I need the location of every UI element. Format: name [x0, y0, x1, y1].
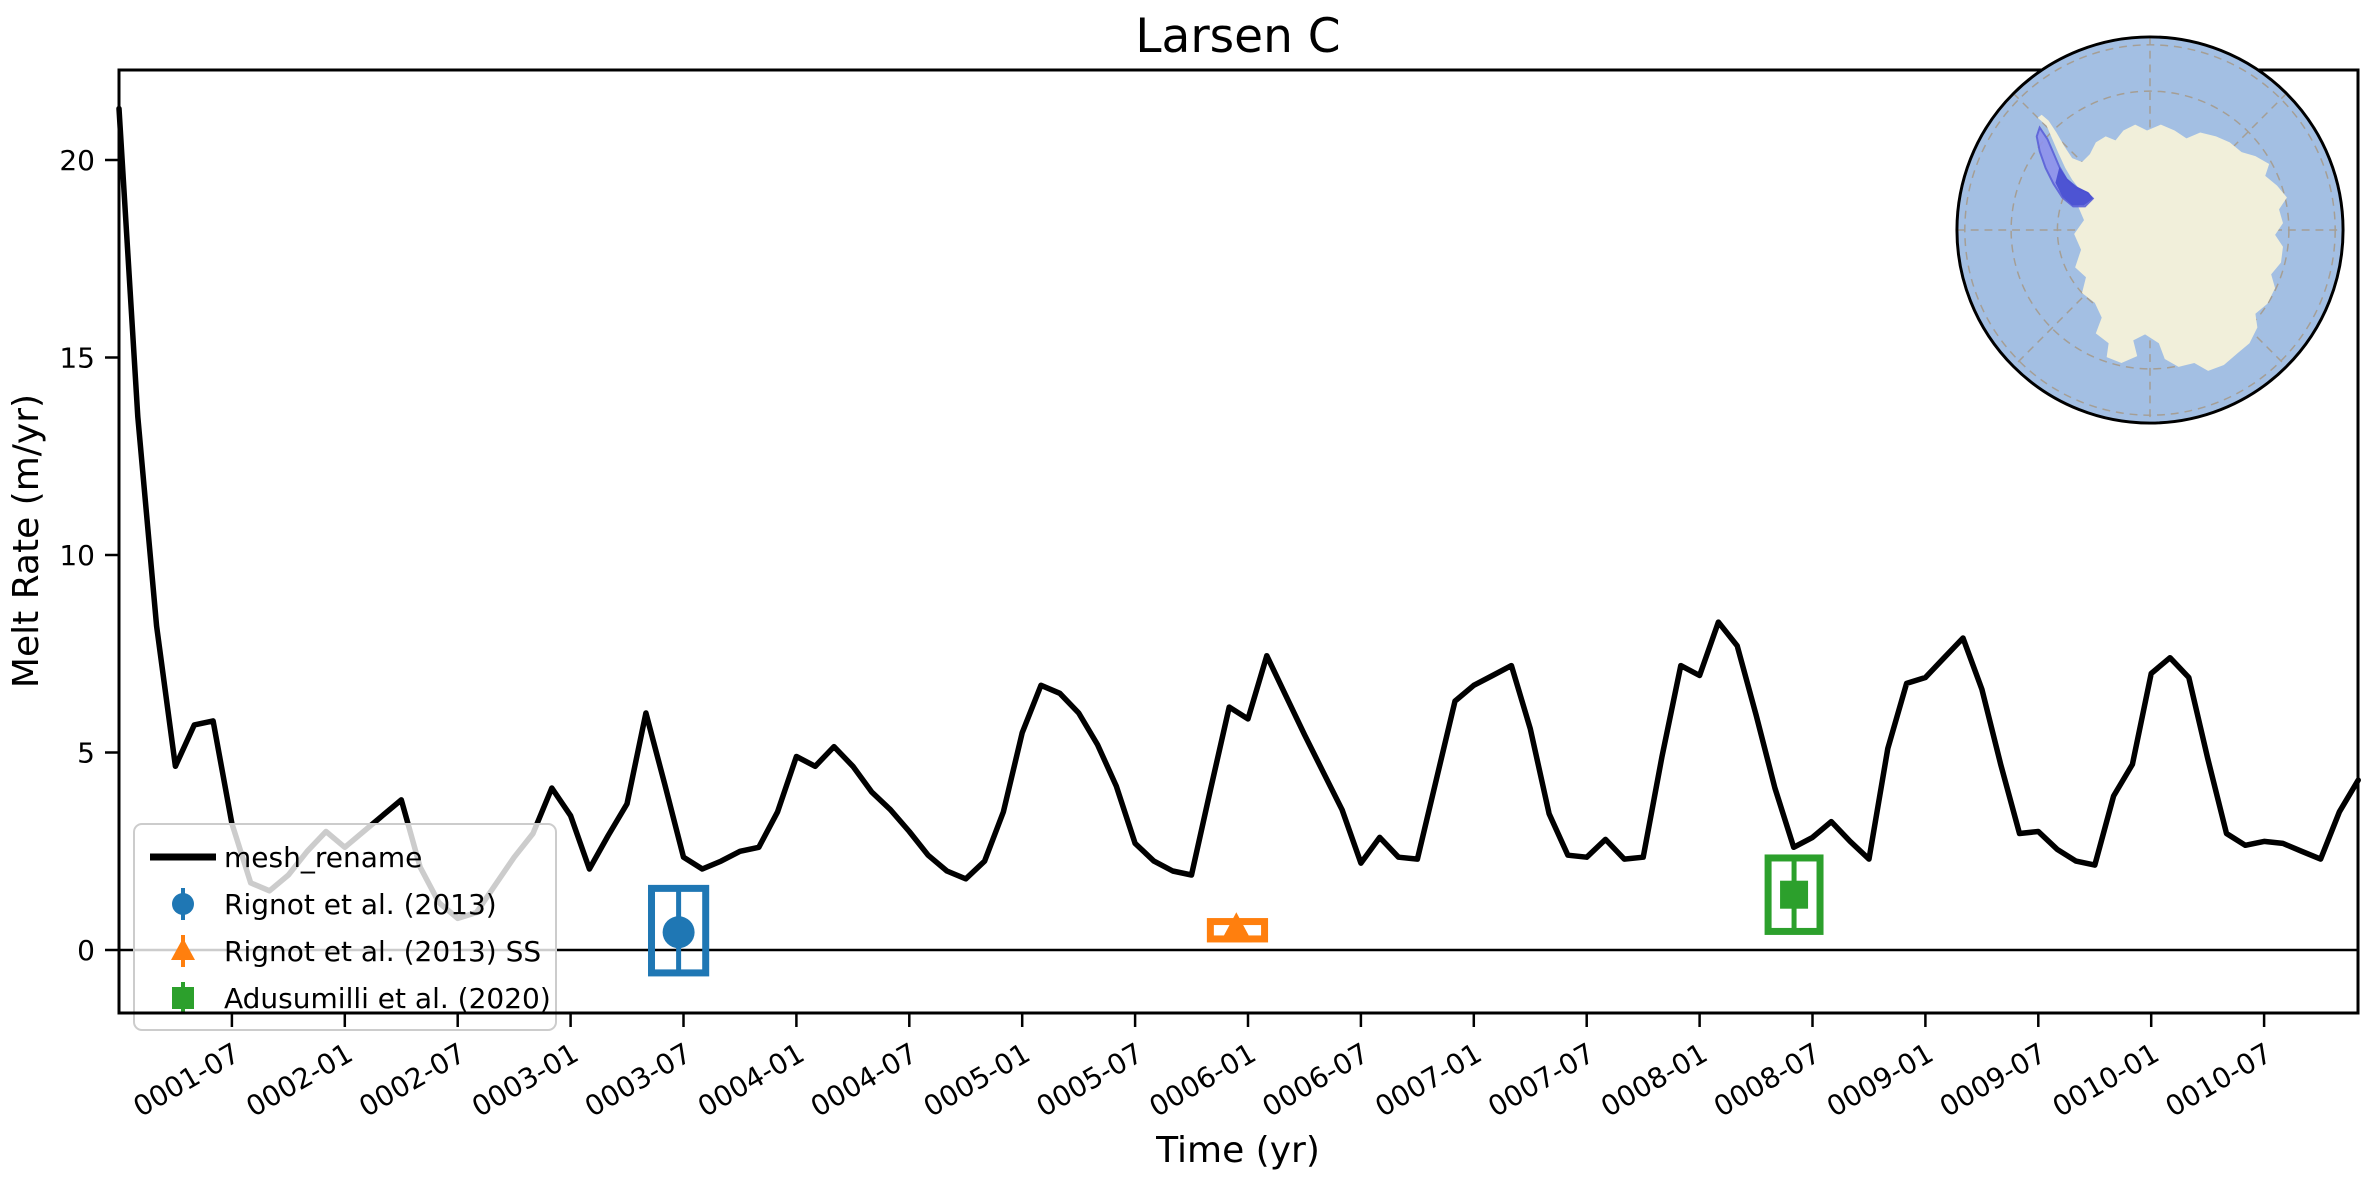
x-tick-label: 0010-01: [2047, 1036, 2165, 1123]
obs-circle-marker: [662, 916, 695, 949]
y-tick-label: 15: [59, 342, 95, 375]
x-tick-label: 0002-01: [240, 1036, 358, 1123]
x-tick-label: 0004-01: [692, 1036, 810, 1123]
x-tick-label: 0009-01: [1821, 1036, 1939, 1123]
x-tick-label: 0009-07: [1934, 1036, 2052, 1123]
x-tick-label: 0010-07: [2160, 1036, 2278, 1123]
x-tick-label: 0001-07: [128, 1036, 246, 1123]
legend-item-label: Rignot et al. (2013): [224, 888, 497, 921]
x-tick-label: 0004-07: [805, 1036, 923, 1123]
legend: mesh_rename Rignot et al. (2013) Rignot et…: [133, 823, 557, 1031]
y-tick-label: 0: [77, 934, 95, 967]
legend-square-marker: [172, 987, 194, 1009]
legend-item-label: mesh_rename: [224, 841, 422, 874]
legend-item-label: Rignot et al. (2013) SS: [224, 935, 541, 968]
x-tick-label: 0002-07: [353, 1036, 471, 1123]
x-tick-label: 0005-01: [918, 1036, 1036, 1123]
x-axis-label: Time (yr): [1155, 1130, 1320, 1171]
x-tick-label: 0006-07: [1257, 1036, 1375, 1123]
antarctica-landmass: [2037, 114, 2287, 371]
x-tick-label: 0003-07: [579, 1036, 697, 1123]
legend-item-label: Adusumilli et al. (2020): [224, 982, 551, 1015]
map-border: [1955, 35, 2345, 425]
x-tick-label: 0003-01: [466, 1036, 584, 1123]
legend-circle-marker: [172, 893, 194, 915]
larsen-c-highlight: [2035, 125, 2095, 208]
x-tick-label: 0007-07: [1482, 1036, 1600, 1123]
x-tick-label: 0008-07: [1708, 1036, 1826, 1123]
legend-frame: [133, 823, 557, 1031]
antarctica-inset-map: [1955, 35, 2345, 425]
x-tick-label: 0007-01: [1369, 1036, 1487, 1123]
axes-spines: [117, 68, 2360, 1015]
larsen-c-highlight-core: [2055, 166, 2093, 206]
obs-square-marker: [1780, 880, 1809, 909]
observation-markers: [648, 854, 1824, 977]
y-axis-label: Melt Rate (m/yr): [6, 394, 47, 688]
obs-triangle-marker: [1220, 912, 1253, 943]
x-tick-label: 0005-07: [1031, 1036, 1149, 1123]
y-tick-label: 10: [59, 539, 95, 572]
x-tick-label: 0008-01: [1595, 1036, 1713, 1123]
page-title: Larsen C: [1135, 9, 1340, 64]
y-tick-label: 20: [59, 144, 95, 177]
y-tick-label: 5: [77, 737, 95, 770]
legend-triangle-marker: [171, 938, 195, 960]
y-axis-ticks: 0 5 10 15 20: [59, 144, 119, 967]
x-tick-label: 0006-01: [1144, 1036, 1262, 1123]
